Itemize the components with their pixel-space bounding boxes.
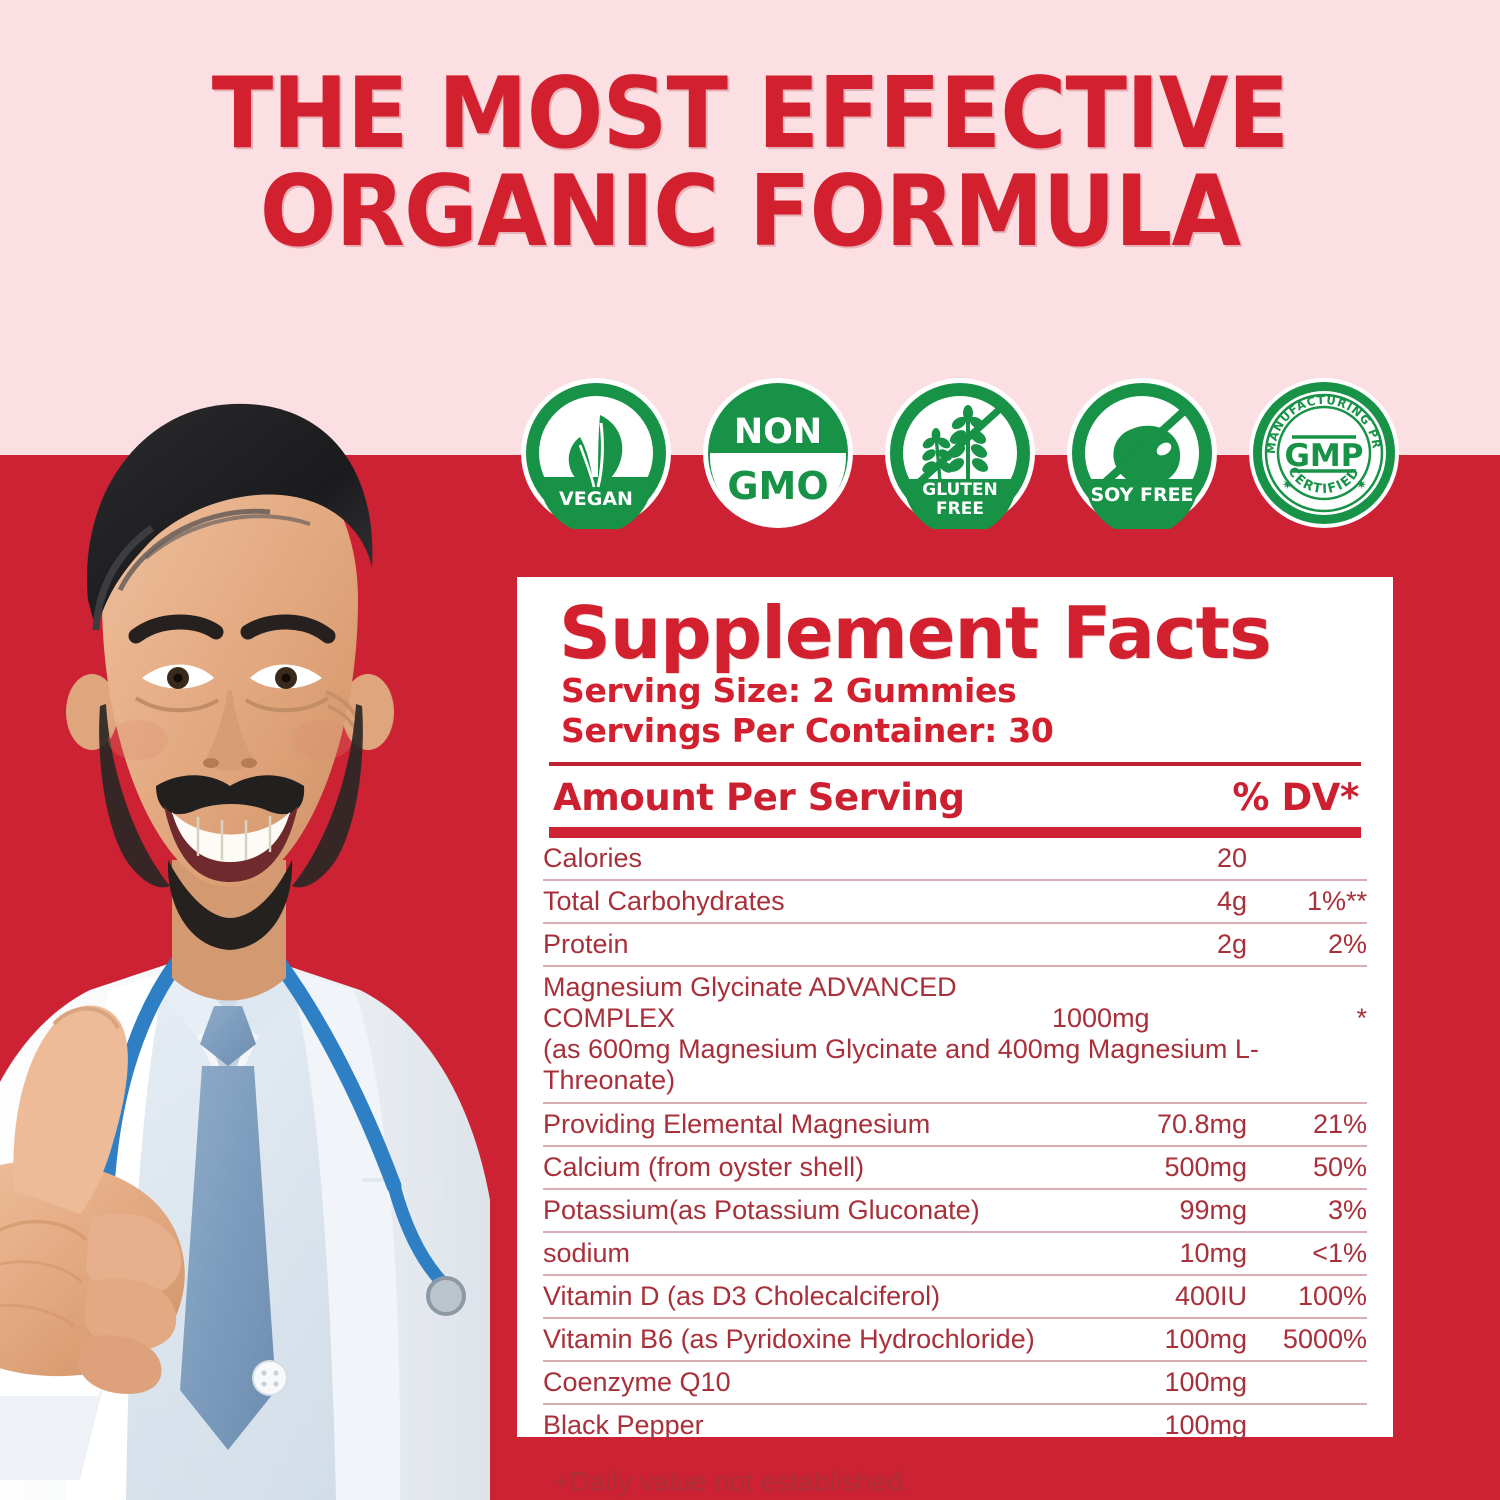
table-row: Total Carbohydrates 4g 1%**: [543, 879, 1367, 924]
row-name: Vitamin B6 (as Pyridoxine Hydrochloride): [543, 1317, 1052, 1362]
row-name: Magnesium Glycinate ADVANCED COMPLEX: [543, 971, 957, 1033]
headline: THE MOST EFFECTIVE ORGANIC FORMULA: [0, 57, 1500, 270]
row-name: Protein: [543, 922, 1052, 967]
table-row: Protein 2g 2%: [543, 922, 1367, 967]
badge-gmp-center: GMP: [1284, 438, 1363, 474]
table-row: Calcium (from oyster shell) 500mg 50%: [543, 1145, 1367, 1190]
row-name: Calories: [543, 837, 1052, 881]
thumbs-up-hand: [0, 1005, 185, 1480]
table-row: Providing Elemental Magnesium 70.8mg 21%: [543, 1102, 1367, 1147]
row-dv: 1%**: [1247, 879, 1367, 924]
table-row: Black Pepper 100mg: [543, 1404, 1367, 1441]
row-name: Total Carbohydrates: [543, 879, 1052, 924]
serving-size: Serving Size: 2 Gummies: [561, 671, 1017, 710]
footnote-daily-value: +Daily value not established.: [553, 1465, 911, 1497]
row-amount: 500mg: [1052, 1145, 1247, 1190]
headline-line-1: THE MOST EFFECTIVE: [211, 57, 1289, 171]
badge-non-gmo: NON GMO: [702, 377, 854, 529]
servings-per-container: Servings Per Container: 30: [561, 711, 1054, 751]
row-dv: <1%: [1247, 1231, 1367, 1276]
badge-vegan: VEGAN: [520, 377, 672, 529]
row-amount: 100mg: [1052, 1360, 1247, 1405]
supplement-facts-table: Calories 20 Total Carbohydrates 4g 1%** …: [543, 837, 1367, 1441]
background-band-pink: [0, 0, 1500, 455]
badge-non-gmo-label-top: NON: [734, 412, 822, 452]
table-row: Magnesium Glycinate ADVANCED COMPLEX 100…: [543, 966, 1367, 1034]
row-amount: 99mg: [1052, 1188, 1247, 1233]
table-header-row: Amount Per Serving % DV*: [543, 766, 1367, 821]
supplement-facts-title: Supplement Facts: [559, 591, 1272, 675]
row-dv: *: [1356, 1002, 1367, 1033]
row-amount: 70.8mg: [1052, 1102, 1247, 1147]
table-row: Potassium(as Potassium Gluconate) 99mg 3…: [543, 1188, 1367, 1233]
table-row: Calories 20: [543, 837, 1367, 881]
row-name: Vitamin D (as D3 Cholecalciferol): [543, 1274, 1052, 1319]
row-amount: 20: [1052, 837, 1247, 881]
certification-badges: VEGAN NON GMO: [520, 375, 1400, 530]
doctor-figure: [0, 300, 530, 1500]
badge-non-gmo-label-bottom: GMO: [727, 464, 828, 508]
row-name: Providing Elemental Magnesium: [543, 1102, 1052, 1147]
row-name: sodium: [543, 1231, 1052, 1276]
badge-gluten-free: GLUTEN FREE: [884, 377, 1036, 529]
footnotes: +Daily value not established. *Percent D…: [543, 1464, 1367, 1500]
row-amount: 100mg: [1052, 1317, 1247, 1362]
row-dv: 50%: [1247, 1145, 1367, 1190]
headline-line-2: ORGANIC FORMULA: [259, 155, 1241, 270]
row-dv: [1247, 837, 1367, 881]
badge-gluten-free-label-1: GLUTEN: [922, 480, 997, 500]
table-row: Vitamin B6 (as Pyridoxine Hydrochloride)…: [543, 1317, 1367, 1362]
table-row: sodium 10mg <1%: [543, 1231, 1367, 1276]
supplement-facts-panel: Supplement Facts Serving Size: 2 Gummies…: [517, 577, 1393, 1497]
row-amount: 2g: [1052, 922, 1247, 967]
row-dv: 100%: [1247, 1274, 1367, 1319]
table-row-subtext: (as 600mg Magnesium Glycinate and 400mg …: [543, 1033, 1367, 1104]
doctor-head: [66, 403, 394, 950]
row-name: Black Pepper: [543, 1409, 704, 1440]
row-amount: 400IU: [1052, 1274, 1247, 1319]
row-name: Potassium(as Potassium Gluconate): [543, 1188, 1052, 1233]
divider-under-header: [549, 826, 1361, 838]
badge-soy-free-label: SOY FREE: [1090, 484, 1193, 506]
row-name: Calcium (from oyster shell): [543, 1145, 1052, 1190]
row-name: Coenzyme Q10: [543, 1360, 1052, 1405]
divider-under-servings: [549, 761, 1361, 766]
row-dv: 21%: [1247, 1102, 1367, 1147]
row-amount: 10mg: [1052, 1231, 1247, 1276]
row-amount: 100mg: [1164, 1409, 1247, 1440]
badge-gluten-free-label-2: FREE: [936, 499, 984, 519]
row-dv: 3%: [1247, 1188, 1367, 1233]
row-subtext: (as 600mg Magnesium Glycinate and 400mg …: [543, 1033, 1367, 1104]
badge-vegan-label: VEGAN: [559, 488, 633, 510]
row-dv: 2%: [1247, 922, 1367, 967]
header-percent-dv: % DV*: [1232, 775, 1359, 819]
divider-above-footnotes: [549, 1442, 1361, 1454]
gmp-star-left-icon: ✷: [1282, 478, 1293, 493]
row-dv: [1247, 1404, 1367, 1441]
header-amount-per-serving: Amount Per Serving: [553, 775, 965, 819]
soybean-slash-icon: [1113, 425, 1181, 485]
table-row: Vitamin D (as D3 Cholecalciferol) 400IU …: [543, 1274, 1367, 1319]
row-amount: 1000mg: [1052, 1002, 1150, 1033]
row-dv: 5000%: [1247, 1317, 1367, 1362]
badge-soy-free: SOY FREE: [1066, 377, 1218, 529]
row-amount: 4g: [1052, 879, 1247, 924]
leaf-icon: [568, 414, 623, 489]
gmp-star-right-icon: ✷: [1356, 478, 1367, 493]
row-dv: [1247, 1360, 1367, 1405]
table-row: Coenzyme Q10 100mg: [543, 1360, 1367, 1405]
badge-gmp: GOOD MANUFACTURING PRACITCE CERTIFIED GM…: [1248, 377, 1400, 529]
